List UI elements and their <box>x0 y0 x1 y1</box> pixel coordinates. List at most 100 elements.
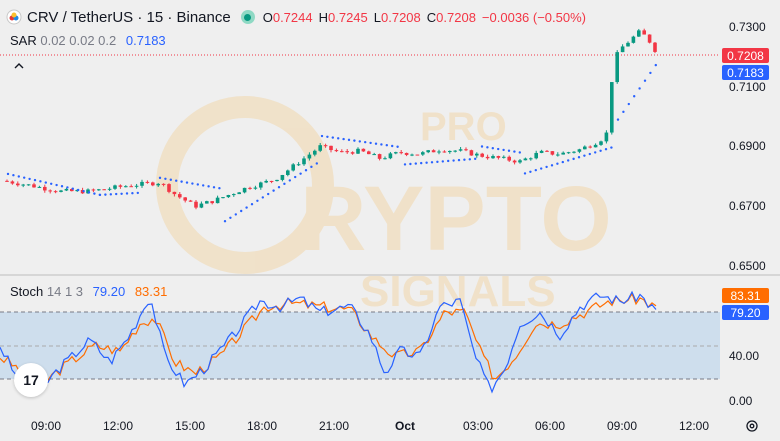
candle-body <box>356 148 360 154</box>
sar-dot <box>320 134 324 138</box>
sar-dot <box>497 147 500 151</box>
sar-dot <box>534 168 537 172</box>
candle-body <box>269 180 274 182</box>
sar-dot <box>202 184 205 187</box>
sar-dot <box>540 167 543 170</box>
candle-body <box>588 146 592 148</box>
candle-body <box>577 149 582 152</box>
sar-dot <box>385 144 388 147</box>
candle-body <box>91 189 96 191</box>
candle-body <box>53 191 58 193</box>
sar-dot <box>649 71 652 75</box>
sar-value: 0.7183 <box>125 33 166 48</box>
candle-body <box>512 160 517 163</box>
sar-dot <box>240 209 243 213</box>
sar-dot <box>610 146 613 149</box>
sar-dot <box>518 151 521 154</box>
sar-dot <box>420 161 423 165</box>
sar-dot <box>436 160 439 164</box>
sar-dot <box>256 199 259 203</box>
sar-dot <box>358 140 361 143</box>
candle-body <box>167 184 171 192</box>
time-tick: 03:00 <box>463 419 494 433</box>
candle-body <box>140 181 144 186</box>
price-tick: 0.7100 <box>729 80 766 94</box>
candle-body <box>199 203 204 208</box>
candle-body <box>32 184 36 188</box>
candle-body <box>43 186 47 191</box>
candle-body <box>410 154 414 156</box>
sar-dot <box>452 159 455 162</box>
sar-legend[interactable]: SAR 0.02 0.02 0.2 0.7183 <box>10 33 166 48</box>
sar-dot <box>39 180 42 183</box>
candle-body <box>458 149 463 151</box>
coin-logo-icon <box>6 9 22 25</box>
time-tick: 09:00 <box>607 419 638 433</box>
candle-body <box>367 151 371 155</box>
sar-dot <box>396 145 399 148</box>
candle-body <box>340 151 344 153</box>
sar-dot <box>267 192 270 196</box>
candle-body <box>291 164 295 171</box>
sar-dot <box>374 142 378 145</box>
candle-body <box>372 154 376 156</box>
sar-dot <box>627 102 630 106</box>
sar-dot <box>638 87 641 90</box>
candle-body <box>615 52 619 83</box>
sar-dot <box>474 157 477 161</box>
sar-dot <box>310 165 313 169</box>
symbol-header: CRV / TetherUS · 15 · Binance O0.7244 H0… <box>6 6 586 28</box>
candle-body <box>404 152 409 155</box>
ohlc-high-value: 0.7245 <box>328 9 368 25</box>
candle-body <box>345 151 349 153</box>
ohlc-high-label: H <box>318 9 328 25</box>
collapse-legend-icon[interactable] <box>14 58 24 73</box>
candle-body <box>242 187 247 193</box>
time-tick: 12:00 <box>679 419 710 433</box>
ohlc-low-value: 0.7208 <box>381 9 421 25</box>
sar-dot <box>77 188 80 192</box>
ohlc-values: O0.7244 H0.7245 L0.7208 C0.7208 −0.0036 … <box>263 10 586 25</box>
market-status-icon[interactable] <box>240 10 255 24</box>
stoch-legend[interactable]: Stoch 14 1 3 79.20 83.31 <box>10 284 167 299</box>
candle-body <box>64 188 69 191</box>
stoch-title: Stoch <box>10 284 44 299</box>
stoch-d-value: 83.31 <box>134 284 168 299</box>
sar-dot <box>507 149 511 152</box>
sar-dot <box>486 146 489 149</box>
candle-body <box>631 36 636 43</box>
sar-dot <box>6 172 10 176</box>
sar-dot <box>136 191 139 195</box>
sar-dot <box>250 203 254 206</box>
candle-body <box>307 154 312 159</box>
candles <box>5 28 657 210</box>
tradingview-logo-icon[interactable]: 17 <box>14 363 48 397</box>
candle-body <box>334 150 339 152</box>
sar-dot <box>261 196 264 199</box>
price-chart[interactable]: PRO RYPTO <box>0 0 720 274</box>
sar-dot <box>28 177 31 181</box>
candle-body <box>329 145 333 151</box>
stoch-chart[interactable]: SIGNALS <box>0 276 720 412</box>
candle-body <box>437 151 441 153</box>
candle-body <box>237 192 241 195</box>
pane-divider[interactable] <box>0 274 780 276</box>
candle-body <box>610 82 614 133</box>
stoch-k-line <box>0 290 657 394</box>
sar-dot <box>463 158 466 161</box>
sar-dot <box>604 147 608 151</box>
sar-dot <box>550 164 554 167</box>
stoch-k-value: 79.20 <box>92 284 126 299</box>
sar-dot <box>561 160 564 164</box>
candle-body <box>566 152 571 154</box>
sar-dot <box>207 185 210 188</box>
sar-dot <box>545 165 548 169</box>
candle-body <box>183 197 187 201</box>
candle-body <box>469 150 474 156</box>
sar-dot <box>191 182 194 185</box>
symbol-title[interactable]: CRV / TetherUS · 15 · Binance <box>27 8 231 26</box>
candle-body <box>37 186 42 188</box>
gear-icon[interactable] <box>745 419 759 433</box>
candle-body <box>151 182 155 186</box>
candle-body <box>264 180 268 183</box>
